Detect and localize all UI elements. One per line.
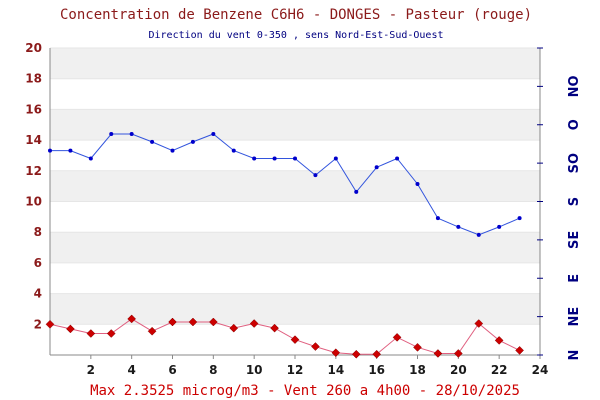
wind-direction-label: SO (567, 153, 582, 173)
grid-band (50, 48, 540, 79)
x-tick-label: 18 (409, 363, 426, 377)
concentration-point (474, 319, 484, 328)
chart-title: Concentration de Benzene C6H6 - DONGES -… (60, 7, 532, 23)
wind-direction-label: S (567, 197, 582, 206)
wind-direction-label: NE (567, 307, 582, 327)
x-tick-label: 10 (246, 363, 263, 377)
y-tick-labels: 2 4 6 8 10 12 14 16 18 20 (25, 41, 42, 331)
concentration-point (453, 349, 463, 358)
wind-point (517, 216, 522, 221)
concentration-point (433, 349, 443, 358)
wind-point (150, 139, 155, 144)
x-tick-label: 14 (327, 363, 344, 377)
grid-bands (50, 47, 540, 325)
wind-point (456, 224, 461, 229)
wind-point (211, 131, 216, 136)
concentration-point (413, 342, 422, 352)
concentration-point (168, 317, 177, 327)
y-tick-label: 10 (25, 195, 42, 209)
concentration-point (515, 346, 524, 355)
wind-point (272, 156, 277, 161)
y-tick-label: 16 (25, 102, 42, 116)
grid-band (50, 232, 540, 263)
concentration-point (66, 324, 75, 334)
grid-band (50, 293, 540, 325)
y-tick-label: 20 (25, 41, 42, 55)
wind-point (190, 139, 195, 144)
x-tick-label: 6 (168, 363, 176, 377)
concentration-point (270, 323, 279, 333)
wind-point (476, 232, 481, 237)
concentration-point (86, 329, 96, 338)
wind-point (374, 165, 379, 170)
wind-point (48, 148, 52, 153)
concentration-point (188, 317, 198, 327)
y-tick-label: 8 (34, 225, 42, 239)
concentration-point (392, 332, 402, 342)
concentration-point (127, 314, 137, 324)
x-tick-label: 20 (450, 363, 467, 377)
wind-point (88, 156, 93, 161)
concentration-point (249, 319, 259, 328)
x-tick-label: 4 (127, 363, 135, 377)
concentration-point (45, 319, 55, 329)
x-tick-label: 24 (532, 363, 549, 377)
concentration-point (106, 329, 116, 338)
wind-direction-label: SE (567, 231, 582, 249)
concentration-point (494, 336, 504, 345)
y-tick-label: 14 (25, 133, 42, 147)
x-tick-labels: 2 4 6 8 10 12 14 16 18 20 22 24 (87, 355, 549, 377)
grid-band (50, 170, 540, 202)
wind-point (313, 173, 318, 178)
x-tick-label: 8 (209, 363, 217, 377)
concentration-point (147, 326, 157, 336)
concentration-point (372, 349, 382, 359)
x-tick-label: 16 (368, 363, 385, 377)
concentration-point (351, 349, 361, 359)
wind-point (109, 131, 114, 136)
concentration-point (311, 342, 320, 351)
wind-point (333, 156, 338, 161)
y-tick-label: 12 (25, 164, 42, 178)
wind-direction-axis: N NE E SE S SO O NO (537, 47, 582, 361)
y-tick-label: 6 (34, 256, 42, 270)
wind-point (395, 156, 400, 161)
wind-point (170, 148, 175, 153)
concentration-point (290, 335, 300, 345)
wind-direction-label: N (567, 350, 582, 361)
wind-point (231, 148, 236, 153)
x-tick-label: 22 (491, 363, 508, 377)
y-tick-label: 18 (25, 72, 42, 86)
x-tick-label: 2 (87, 363, 95, 377)
wind-point (252, 156, 257, 161)
wind-point (497, 224, 502, 229)
wind-point (435, 216, 440, 221)
x-tick-label: 12 (287, 363, 304, 377)
wind-point (415, 181, 420, 186)
wind-point (293, 156, 297, 161)
concentration-point (208, 317, 218, 327)
y-tick-label: 4 (34, 287, 42, 301)
chart-footer: Max 2.3525 microg/m3 - Vent 260 a 4h00 -… (90, 383, 520, 399)
wind-direction-label: O (567, 119, 582, 130)
wind-direction-label: E (567, 274, 582, 283)
wind-point (68, 148, 73, 153)
grid-band (50, 109, 540, 141)
wind-point (354, 189, 359, 194)
wind-point (129, 131, 134, 136)
chart-subtitle: Direction du vent 0-350 , sens Nord-Est-… (148, 30, 443, 41)
series-layer (45, 131, 524, 359)
wind-series-line (50, 133, 520, 236)
y-tick-label: 2 (34, 317, 42, 331)
wind-direction-label: NO (567, 75, 582, 97)
concentration-point (331, 348, 341, 358)
concentration-point (229, 323, 239, 333)
